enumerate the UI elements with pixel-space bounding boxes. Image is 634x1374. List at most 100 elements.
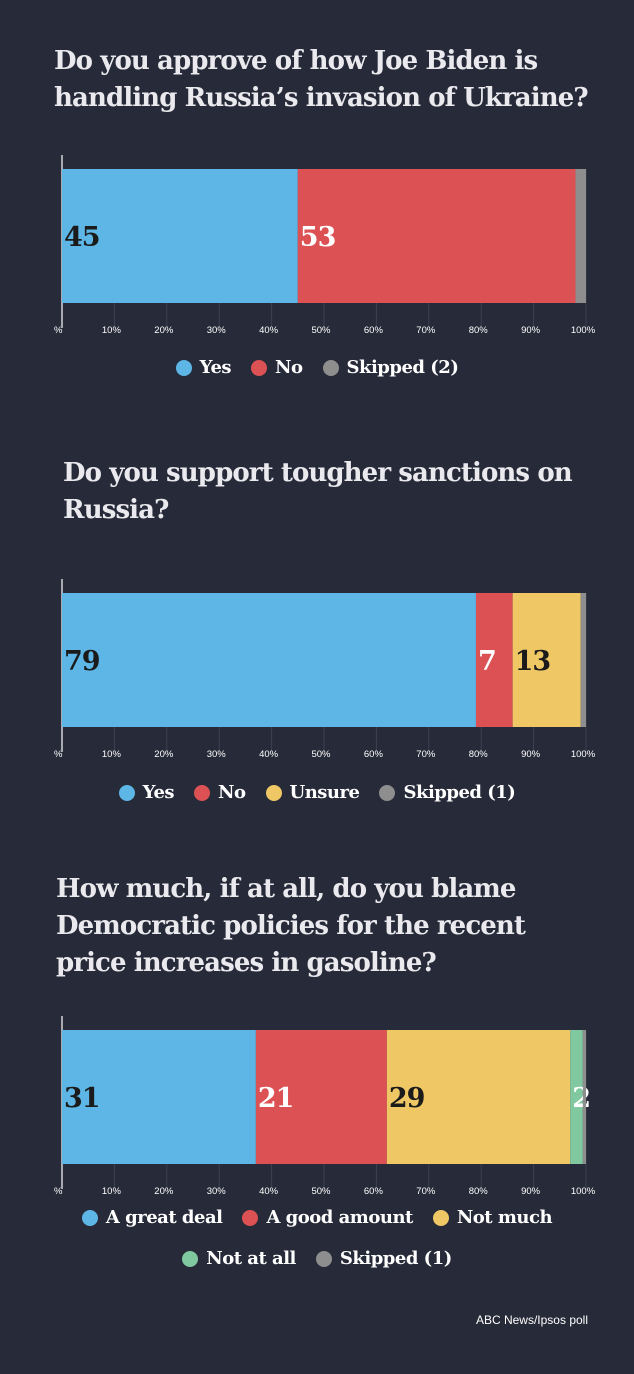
tick-label: 100% (571, 749, 596, 760)
legend-item: Unsure (265, 782, 360, 803)
legend-swatch (251, 359, 268, 376)
chart-2-title: Do you support tougher sanctions on Russ… (63, 458, 573, 525)
tick-label: 20% (154, 325, 174, 336)
tick-label: 90% (521, 749, 541, 760)
tick-label: 10% (102, 1186, 122, 1197)
legend-label: A good amount (266, 1207, 413, 1228)
tick-label: 30% (207, 325, 227, 336)
bar-segment-unsure (512, 593, 581, 727)
tick-label: 80% (469, 1186, 489, 1197)
legend-swatch (322, 359, 339, 376)
bar-segment-no (475, 593, 513, 727)
legend-swatch (242, 1209, 259, 1226)
data-label: 21 (258, 1083, 294, 1114)
data-label: 7 (478, 646, 496, 677)
tick-label: 50% (311, 325, 331, 336)
legend-swatch (118, 784, 135, 801)
tick-label: 40% (259, 749, 279, 760)
tick-label: % (54, 325, 63, 336)
bar-segment-a-good-amount (255, 1030, 387, 1164)
bar-segment-yes (62, 593, 476, 727)
chart-3-title: How much, if at all, do you blame Democr… (56, 874, 526, 978)
chart-1-title: Do you approve of how Joe Biden is handl… (54, 46, 589, 113)
legend-label: Yes (199, 357, 232, 378)
tick-label: 70% (416, 749, 436, 760)
tick-label: 70% (416, 1186, 436, 1197)
tick-label: 40% (259, 325, 279, 336)
tick-label: 70% (416, 325, 436, 336)
legend-item: Skipped (2) (322, 357, 459, 378)
legend-swatch (81, 1209, 98, 1226)
bar-segment-skipped-2 (575, 169, 586, 303)
tick-label: % (54, 1186, 63, 1197)
tick-label: 100% (571, 325, 596, 336)
legend-item: Skipped (1) (315, 1248, 452, 1269)
legend-label: Unsure (289, 782, 360, 803)
tick-label: 90% (521, 325, 541, 336)
tick-label: 80% (469, 749, 489, 760)
data-label: 13 (515, 646, 551, 677)
tick-label: 60% (364, 1186, 384, 1197)
legend-label: Skipped (2) (346, 357, 459, 378)
tick-label: 60% (364, 325, 384, 336)
legend-swatch (194, 784, 211, 801)
chart-1-legend: Yes No Skipped (2) (0, 357, 634, 378)
data-label: 31 (64, 1083, 100, 1114)
legend-item: Yes (118, 782, 175, 803)
tick-label: % (54, 749, 63, 760)
legend-label: Skipped (1) (403, 782, 516, 803)
tick-label: 40% (259, 1186, 279, 1197)
legend-label: Not at all (206, 1248, 296, 1269)
data-label: 2 (572, 1083, 590, 1114)
tick-label: 20% (154, 1186, 174, 1197)
tick-label: 80% (469, 325, 489, 336)
tick-label: 10% (102, 749, 122, 760)
data-label: 29 (389, 1083, 425, 1114)
tick-label: 30% (207, 1186, 227, 1197)
tick-label: 90% (521, 1186, 541, 1197)
bar-segment-yes (62, 169, 298, 303)
tick-label: 20% (154, 749, 174, 760)
legend-swatch (182, 1250, 199, 1267)
legend-item: No (251, 357, 303, 378)
legend-swatch (379, 784, 396, 801)
chart-3-svg: 31 21 29 2% 10% 20% 30% 40% 50% 60% 70% 80% 90% 100% (54, 1016, 596, 1197)
tick-label: 10% (102, 325, 122, 336)
legend-label: Not much (456, 1207, 553, 1228)
chart-1-svg: 45 53% 10% 20% 30% 40% 50% 60% 70% 80% 90% 100% (54, 155, 596, 336)
bar-segment-a-great-deal (62, 1030, 256, 1164)
tick-label: 60% (364, 749, 384, 760)
data-label: 79 (64, 646, 100, 677)
legend-item: No (194, 782, 246, 803)
data-label: 45 (64, 222, 100, 253)
legend-swatch (315, 1250, 332, 1267)
legend-label: Skipped (1) (339, 1248, 452, 1269)
legend-swatch (175, 359, 192, 376)
bar-segment-skipped-1 (582, 1030, 586, 1164)
legend-label: A great deal (105, 1207, 223, 1228)
legend-item: A great deal (81, 1207, 223, 1228)
chart-3-legend: A great deal A good amount Not much Not at … (0, 1207, 634, 1269)
legend-item: Not much (432, 1207, 553, 1228)
legend-item: Yes (175, 357, 232, 378)
legend-item: Not at all (182, 1248, 296, 1269)
legend-swatch (432, 1209, 449, 1226)
legend-swatch (265, 784, 282, 801)
chart-2-legend: Yes No Unsure Skipped (1) (0, 782, 634, 803)
legend-label: Yes (142, 782, 175, 803)
legend-label: No (218, 782, 246, 803)
bar-segment-no (297, 169, 576, 303)
tick-label: 100% (571, 1186, 596, 1197)
legend-label: No (275, 357, 303, 378)
bar-segment-not-much (386, 1030, 571, 1164)
source-credit: ABC News/Ipsos poll (475, 1313, 588, 1327)
legend-item: Skipped (1) (379, 782, 516, 803)
legend-item: A good amount (242, 1207, 413, 1228)
tick-label: 50% (311, 749, 331, 760)
bar-segment-not-at-all (570, 1030, 583, 1164)
data-label: 53 (300, 222, 336, 253)
tick-label: 30% (207, 749, 227, 760)
chart-2-svg: 79 7 13% 10% 20% 30% 40% 50% 60% 70% 80% 90% 100% (54, 579, 596, 760)
bar-segment-skipped-1 (580, 593, 586, 727)
tick-label: 50% (311, 1186, 331, 1197)
